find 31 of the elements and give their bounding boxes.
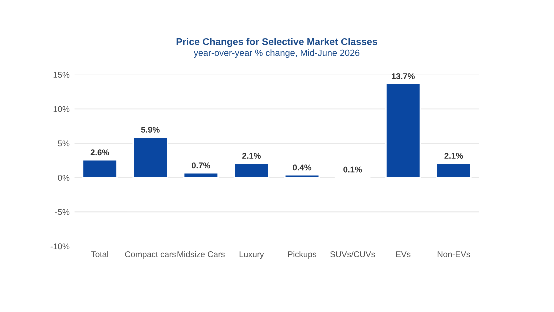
x-tick-label: EVs bbox=[396, 252, 411, 258]
data-label: 2.1% bbox=[444, 153, 464, 159]
bar bbox=[284, 174, 320, 179]
x-tick-label: SUVs/CUVs bbox=[330, 251, 376, 258]
bar bbox=[132, 136, 168, 179]
data-label: 2.6% bbox=[90, 150, 110, 156]
x-tick-label: Midsize Cars bbox=[178, 251, 225, 258]
bar bbox=[82, 159, 118, 179]
x-tick-label: Total bbox=[91, 251, 108, 258]
data-label: 0.7% bbox=[192, 162, 210, 169]
data-label: 0.1% bbox=[344, 166, 362, 173]
y-tick-label: 0% bbox=[58, 175, 70, 181]
y-tick-label: 10% bbox=[54, 106, 70, 112]
chart-subtitle: year-over-year % change, Mid-June 2026 bbox=[194, 50, 360, 58]
chart-title: Price Changes for Selective Market Classes bbox=[176, 38, 378, 48]
x-tick-label: Non-EVs bbox=[438, 252, 470, 258]
y-tick-label: -10% bbox=[50, 244, 70, 250]
data-label: 13.7% bbox=[392, 73, 415, 80]
bar bbox=[436, 162, 472, 179]
bar bbox=[183, 172, 220, 179]
bar bbox=[234, 162, 270, 179]
x-tick-label: Luxury bbox=[240, 252, 264, 260]
y-tick-label: 5% bbox=[58, 140, 70, 147]
y-tick-label: -5% bbox=[55, 209, 70, 216]
y-tick-label: 15% bbox=[54, 72, 70, 78]
data-label: 0.4% bbox=[293, 164, 312, 171]
bar bbox=[386, 83, 422, 179]
data-label: 5.9% bbox=[141, 127, 160, 133]
data-label: 2.1% bbox=[242, 153, 261, 159]
x-tick-label: Compact cars bbox=[125, 252, 176, 260]
x-tick-label: Pickups bbox=[288, 251, 317, 260]
